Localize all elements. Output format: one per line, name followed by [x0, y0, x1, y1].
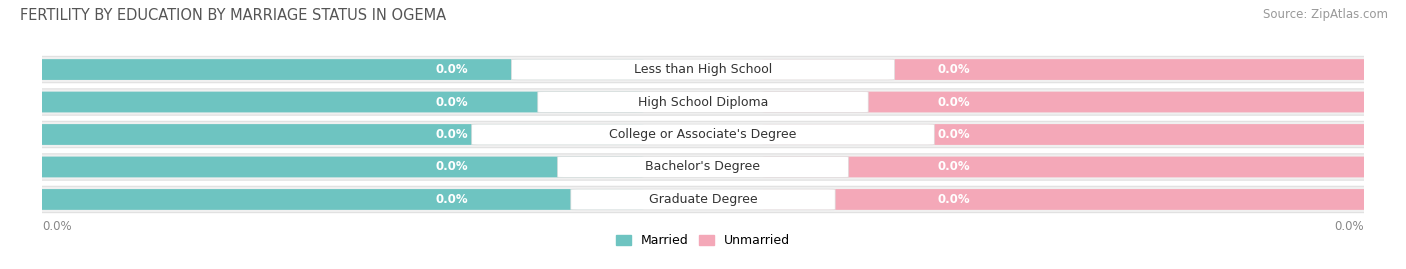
Text: College or Associate's Degree: College or Associate's Degree: [609, 128, 797, 141]
FancyBboxPatch shape: [762, 157, 1371, 177]
Text: 0.0%: 0.0%: [938, 95, 970, 108]
Text: 0.0%: 0.0%: [1334, 220, 1364, 233]
FancyBboxPatch shape: [32, 154, 1374, 180]
FancyBboxPatch shape: [762, 92, 1371, 112]
Text: 0.0%: 0.0%: [436, 128, 468, 141]
FancyBboxPatch shape: [512, 59, 894, 80]
Text: Less than High School: Less than High School: [634, 63, 772, 76]
Text: 0.0%: 0.0%: [436, 193, 468, 206]
Text: Source: ZipAtlas.com: Source: ZipAtlas.com: [1263, 8, 1388, 21]
FancyBboxPatch shape: [762, 189, 1371, 210]
FancyBboxPatch shape: [35, 124, 644, 145]
Text: Graduate Degree: Graduate Degree: [648, 193, 758, 206]
FancyBboxPatch shape: [35, 189, 644, 210]
FancyBboxPatch shape: [762, 124, 1371, 145]
FancyBboxPatch shape: [471, 124, 934, 145]
Text: FERTILITY BY EDUCATION BY MARRIAGE STATUS IN OGEMA: FERTILITY BY EDUCATION BY MARRIAGE STATU…: [20, 8, 446, 23]
Legend: Married, Unmarried: Married, Unmarried: [612, 229, 794, 252]
FancyBboxPatch shape: [35, 157, 644, 177]
FancyBboxPatch shape: [32, 186, 1374, 213]
FancyBboxPatch shape: [762, 59, 1371, 80]
Text: High School Diploma: High School Diploma: [638, 95, 768, 108]
FancyBboxPatch shape: [558, 157, 848, 177]
FancyBboxPatch shape: [571, 189, 835, 210]
FancyBboxPatch shape: [32, 121, 1374, 148]
Text: 0.0%: 0.0%: [436, 161, 468, 174]
Text: 0.0%: 0.0%: [938, 63, 970, 76]
Text: Bachelor's Degree: Bachelor's Degree: [645, 161, 761, 174]
Text: 0.0%: 0.0%: [938, 161, 970, 174]
FancyBboxPatch shape: [537, 92, 868, 112]
Text: 0.0%: 0.0%: [42, 220, 72, 233]
Text: 0.0%: 0.0%: [938, 193, 970, 206]
FancyBboxPatch shape: [32, 56, 1374, 83]
Text: 0.0%: 0.0%: [436, 63, 468, 76]
FancyBboxPatch shape: [35, 59, 644, 80]
Text: 0.0%: 0.0%: [436, 95, 468, 108]
Text: 0.0%: 0.0%: [938, 128, 970, 141]
FancyBboxPatch shape: [35, 92, 644, 112]
FancyBboxPatch shape: [32, 89, 1374, 115]
